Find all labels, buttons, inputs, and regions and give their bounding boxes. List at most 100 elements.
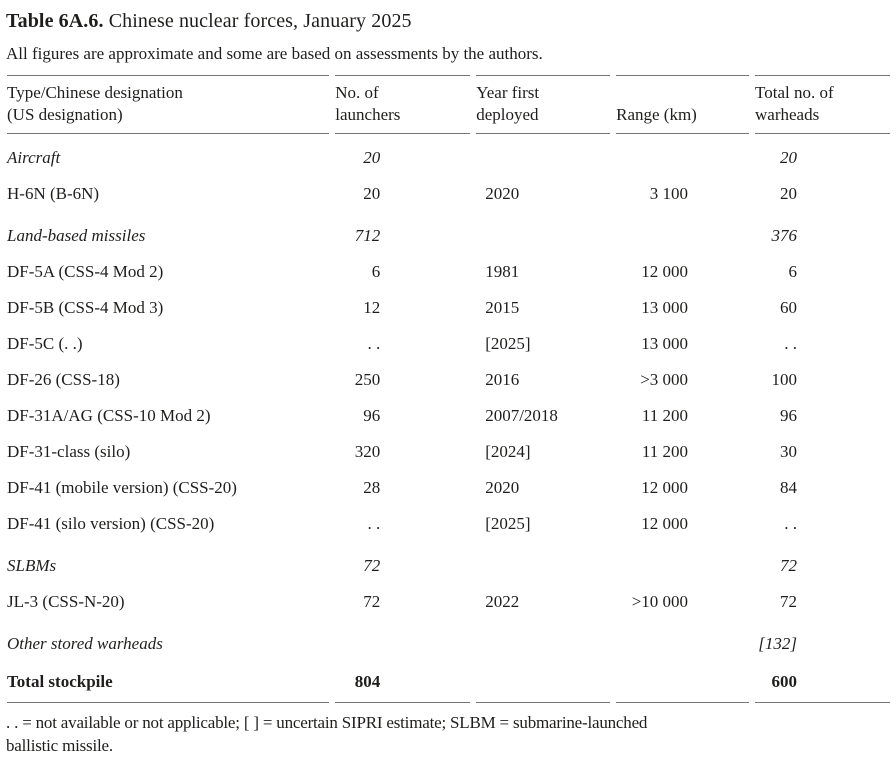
col-header-range-line1: Range (km) <box>616 105 697 124</box>
cell-year-deployed: [2025] <box>485 514 531 533</box>
table-header: Type/Chinese designation (US designation… <box>7 75 890 134</box>
table-footnote: . . = not available or not applicable; [… <box>6 711 890 757</box>
cell-year-deployed <box>476 542 610 584</box>
cell-range: 13 000 <box>641 334 689 353</box>
cell-year-deployed: 2020 <box>485 184 520 203</box>
table-body: Aircraft 20 20 H-6N (B-6N) 20 2020 3 100… <box>7 134 890 703</box>
cell-warheads: 6 <box>788 262 798 281</box>
chinese-nuclear-forces-table: Type/Chinese designation (US designation… <box>1 75 896 703</box>
cell-warheads: 376 <box>771 226 798 245</box>
cell-warheads: 100 <box>771 370 798 389</box>
col-header-year: Year first deployed <box>476 75 611 134</box>
table-caption: Chinese nuclear forces, January 2025 <box>108 10 412 32</box>
cell-year-deployed <box>476 212 610 254</box>
cell-type-designation: H-6N (B-6N) <box>7 184 100 203</box>
cell-launchers: 96 <box>363 406 381 425</box>
cell-range <box>616 134 749 176</box>
cell-type-designation: Aircraft <box>7 148 61 167</box>
cell-range: 3 100 <box>649 184 689 203</box>
cell-year-deployed <box>476 134 610 176</box>
cell-launchers: 72 <box>363 556 381 575</box>
col-header-launchers-line2: launchers <box>335 105 401 124</box>
cell-year-deployed: 2016 <box>485 370 520 389</box>
table-row: DF-41 (mobile version) (CSS-20) 28 2020 … <box>7 470 890 506</box>
cell-type-designation: DF-41 (silo version) (CSS-20) <box>7 514 215 533</box>
col-header-type: Type/Chinese designation (US designation… <box>7 75 330 134</box>
col-header-warheads-line1: Total no. of <box>755 83 834 102</box>
col-header-range: Range (km) <box>616 75 750 134</box>
cell-launchers: 320 <box>354 442 381 461</box>
cell-type-designation: SLBMs <box>7 556 57 575</box>
cell-year-deployed: [2024] <box>485 442 531 461</box>
table-number: Table 6A.6. <box>6 10 104 32</box>
cell-launchers: 804 <box>335 662 471 703</box>
cell-launchers: 20 <box>363 148 381 167</box>
cell-launchers: 6 <box>371 262 381 281</box>
cell-launchers <box>335 620 470 662</box>
cell-range <box>616 662 750 703</box>
col-header-type-line1: Type/Chinese designation <box>7 83 183 102</box>
table-row: DF-41 (silo version) (CSS-20) . . [2025]… <box>7 506 890 542</box>
table-row: Land-based missiles 712 376 <box>7 212 890 254</box>
col-header-year-line2: deployed <box>476 105 539 124</box>
table-row: DF-31-class (silo) 320 [2024] 11 200 30 <box>7 434 890 470</box>
col-header-warheads: Total no. of warheads <box>755 75 890 134</box>
table-row: DF-31A/AG (CSS-10 Mod 2) 96 2007/2018 11… <box>7 398 890 434</box>
cell-year-deployed: 2020 <box>485 478 520 497</box>
cell-warheads: 20 <box>780 184 797 203</box>
cell-launchers: 20 <box>363 184 381 203</box>
header-row: Type/Chinese designation (US designation… <box>7 75 890 134</box>
cell-year-deployed: 1981 <box>485 262 520 281</box>
table-row: DF-26 (CSS-18) 250 2016 >3 000 100 <box>7 362 890 398</box>
cell-year-deployed <box>476 662 611 703</box>
table-row: SLBMs 72 72 <box>7 542 890 584</box>
cell-type-designation: DF-5B (CSS-4 Mod 3) <box>7 298 164 317</box>
cell-launchers: 712 <box>354 226 381 245</box>
footnote-line2: ballistic missile. <box>6 736 113 755</box>
cell-type-designation: DF-5A (CSS-4 Mod 2) <box>7 262 164 281</box>
cell-range: 11 200 <box>641 442 689 461</box>
cell-warheads: 20 <box>780 148 797 167</box>
cell-warheads: 600 <box>755 662 890 703</box>
cell-warheads: 84 <box>780 478 797 497</box>
cell-year-deployed: 2022 <box>485 592 520 611</box>
cell-range: 12 000 <box>641 478 689 497</box>
cell-range: >3 000 <box>640 370 689 389</box>
cell-type-designation: DF-31A/AG (CSS-10 Mod 2) <box>7 406 211 425</box>
cell-year-deployed <box>476 620 610 662</box>
table-row: Aircraft 20 20 <box>7 134 890 176</box>
col-header-type-line2: (US designation) <box>7 105 123 124</box>
cell-warheads: 30 <box>780 442 797 461</box>
cell-warheads: . . <box>784 514 797 533</box>
table-row: DF-5C (. .) . . [2025] 13 000 . . <box>7 326 890 362</box>
cell-type-designation: DF-5C (. .) <box>7 334 83 353</box>
cell-range: 12 000 <box>641 262 689 281</box>
cell-type-designation: JL-3 (CSS-N-20) <box>7 592 125 611</box>
footnote-line1: . . = not available or not applicable; [… <box>6 713 648 732</box>
cell-type-designation: DF-31-class (silo) <box>7 442 131 461</box>
cell-year-deployed: [2025] <box>485 334 531 353</box>
table-row: Other stored warheads [132] <box>7 620 890 662</box>
table-row: Total stockpile 804 600 <box>7 662 890 703</box>
table-row: H-6N (B-6N) 20 2020 3 100 20 <box>7 176 890 212</box>
cell-warheads: 72 <box>780 592 797 611</box>
cell-type-designation: Land-based missiles <box>7 226 146 245</box>
cell-launchers: 12 <box>363 298 381 317</box>
table-subtitle: All figures are approximate and some are… <box>6 44 543 63</box>
cell-range <box>616 212 749 254</box>
col-header-launchers: No. of launchers <box>335 75 471 134</box>
cell-year-deployed: 2015 <box>485 298 520 317</box>
cell-launchers: 72 <box>363 592 381 611</box>
cell-range <box>616 620 749 662</box>
col-header-warheads-line2: warheads <box>755 105 820 124</box>
col-header-launchers-line1: No. of <box>335 83 379 102</box>
cell-range <box>616 542 749 584</box>
cell-type-designation: Total stockpile <box>7 662 330 703</box>
cell-launchers: . . <box>367 334 381 353</box>
table-row: JL-3 (CSS-N-20) 72 2022 >10 000 72 <box>7 584 890 620</box>
cell-launchers: . . <box>367 514 381 533</box>
table-row: DF-5A (CSS-4 Mod 2) 6 1981 12 000 6 <box>7 254 890 290</box>
cell-type-designation: DF-41 (mobile version) (CSS-20) <box>7 478 237 497</box>
cell-range: 11 200 <box>641 406 689 425</box>
